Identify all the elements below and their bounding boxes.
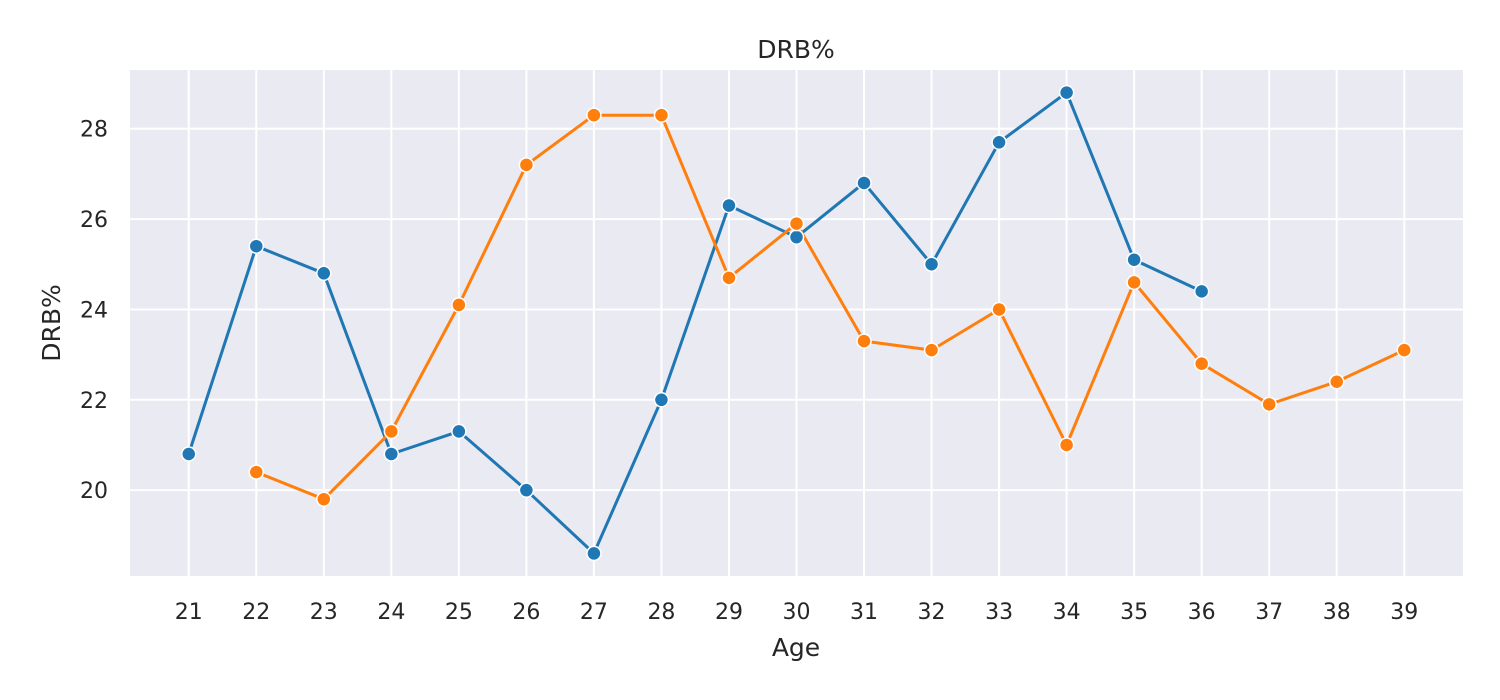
x-tick-label: 35 xyxy=(1120,600,1148,625)
series-1-point xyxy=(316,265,332,282)
series-2-point xyxy=(1261,396,1277,413)
x-tick-label: 28 xyxy=(647,600,675,625)
y-tick-label: 26 xyxy=(80,208,108,233)
series-1-point xyxy=(721,197,737,214)
series-2-point xyxy=(856,333,872,349)
grid-lines xyxy=(130,70,1463,576)
chart-title: DRB% xyxy=(757,35,835,64)
series-1-point xyxy=(923,256,940,273)
series-2-point xyxy=(653,107,670,123)
series-2-point xyxy=(316,491,332,507)
series-1-point xyxy=(1058,84,1075,101)
series-2-point xyxy=(923,342,940,358)
x-tick-label: 24 xyxy=(377,600,405,625)
series-1-point xyxy=(1126,252,1142,268)
series-1-point xyxy=(180,446,197,462)
series-1-line xyxy=(187,91,1203,555)
x-tick-label: 38 xyxy=(1323,600,1351,625)
series-lines xyxy=(187,91,1405,555)
x-tick-label: 26 xyxy=(512,600,540,625)
series-2-point xyxy=(248,464,265,480)
x-tick-label: 23 xyxy=(310,600,338,625)
y-tick-labels: 20 22 24 26 28 xyxy=(80,118,108,504)
x-tick-label: 30 xyxy=(783,600,811,625)
series-2-point xyxy=(721,270,737,286)
series-1-point xyxy=(788,229,805,245)
series-1-point xyxy=(383,446,400,462)
series-2-point xyxy=(1396,342,1413,358)
x-tick-label: 32 xyxy=(918,600,946,625)
series-2-point xyxy=(1058,437,1075,453)
series-2-point xyxy=(518,157,535,173)
x-tick-label: 27 xyxy=(580,600,608,625)
x-tick-label: 22 xyxy=(242,600,270,625)
x-tick-label: 21 xyxy=(175,600,203,625)
y-tick-label: 24 xyxy=(80,298,108,323)
series-2-line xyxy=(255,113,1405,501)
x-tick-label: 34 xyxy=(1053,600,1081,625)
series-2-point xyxy=(586,107,602,123)
x-tick-label: 36 xyxy=(1188,600,1216,625)
y-tick-label: 20 xyxy=(80,479,108,504)
series-1-point xyxy=(991,134,1007,151)
series-2-point xyxy=(1126,274,1142,291)
series-2-point xyxy=(451,297,467,313)
series-1-point xyxy=(653,392,670,408)
series-1-point xyxy=(451,423,467,440)
x-tick-labels: 21 22 23 24 25 26 27 28 29 30 31 32 33 34 35 36 37 38 39 xyxy=(175,600,1419,625)
x-tick-label: 33 xyxy=(985,600,1013,625)
x-tick-label: 39 xyxy=(1390,600,1418,625)
series-2-point xyxy=(383,423,400,440)
y-tick-label: 22 xyxy=(80,389,108,414)
series-2-point xyxy=(1328,373,1345,390)
series-2-point xyxy=(788,215,805,232)
series-1-point xyxy=(518,482,535,498)
x-tick-label: 29 xyxy=(715,600,743,625)
series-1-point xyxy=(248,238,265,254)
series-1-point xyxy=(856,175,872,191)
y-tick-label: 28 xyxy=(80,118,108,143)
x-axis-title: Age xyxy=(772,633,820,662)
x-tick-label: 31 xyxy=(850,600,878,625)
x-tick-label: 25 xyxy=(445,600,473,625)
series-2-point xyxy=(991,301,1007,318)
y-axis-title: DRB% xyxy=(37,284,66,362)
series-1-point xyxy=(1193,283,1210,300)
x-tick-label: 37 xyxy=(1255,600,1283,625)
series-markers xyxy=(180,84,1413,562)
series-2-point xyxy=(1193,355,1210,372)
series-1-point xyxy=(586,545,602,562)
